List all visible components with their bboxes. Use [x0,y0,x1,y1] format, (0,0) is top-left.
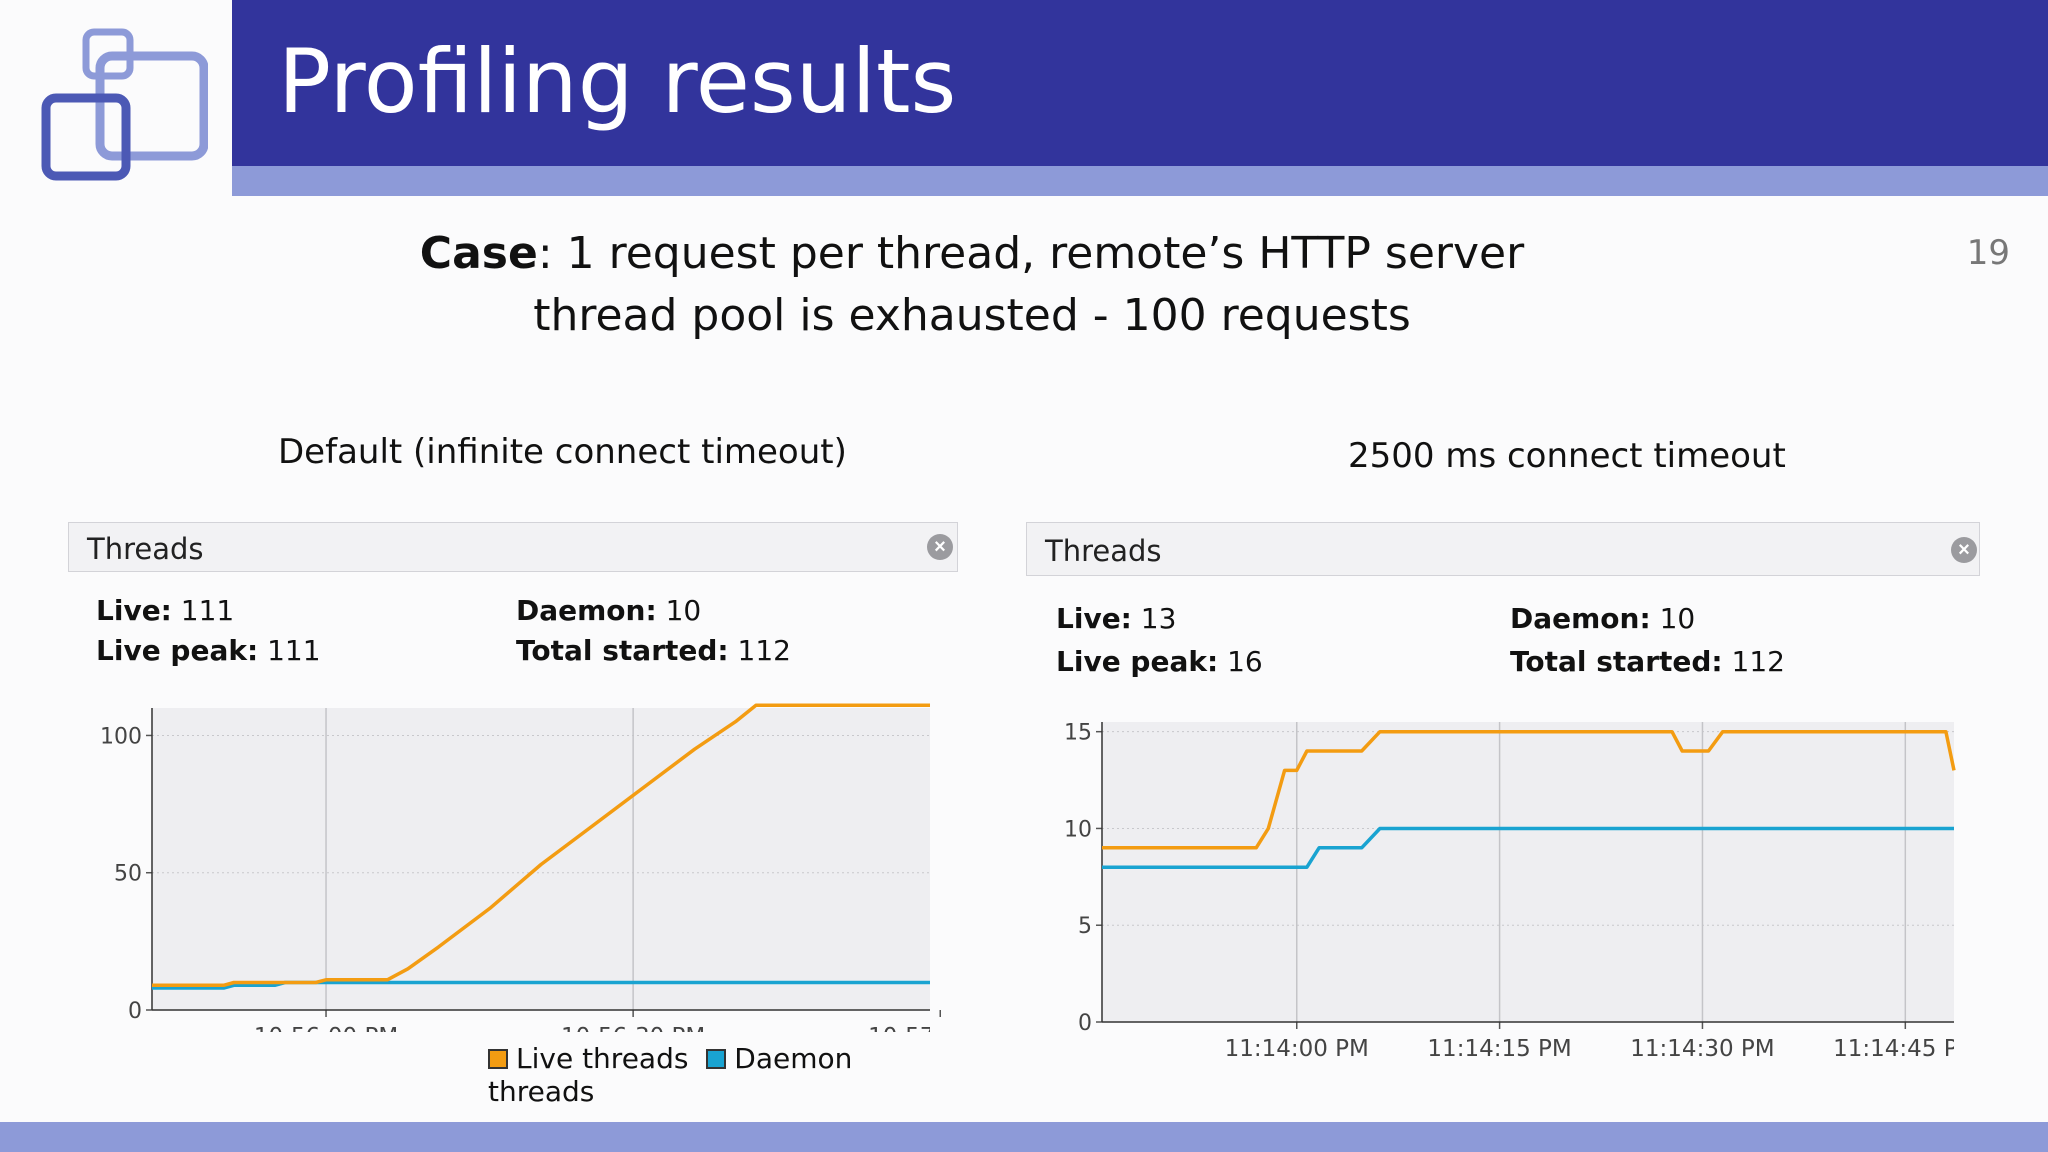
y-tick-label: 10 [1064,817,1092,842]
x-tick-label: 10:56:30 PM [561,1024,705,1032]
stat-live: Live: 13 [1056,602,1177,635]
daemon-threads-line [152,980,930,990]
live-threads-line [152,703,930,988]
x-tick-label: 10:57:00 PM [868,1024,958,1032]
x-tick-label: 11:14:45 PM [1833,1036,1977,1062]
panel-title: Threads [87,532,204,566]
left-caption: Default (infinite connect timeout) [278,432,847,472]
stat-daemon: Daemon: 10 [516,594,702,627]
daemon-threads-line [1102,826,1954,869]
y-tick-label: 0 [128,999,142,1024]
threads-panel-left: Threads × Live: 111 Live peak: 111 Daemo… [68,522,958,1108]
legend-swatch-daemon [706,1049,727,1069]
stat-daemon: Daemon: 10 [1510,602,1696,635]
x-tick-label: 10:56:00 PM [254,1024,398,1032]
close-icon[interactable]: × [1951,537,1977,563]
stat-total-started: Total started: 112 [1510,645,1785,678]
logo-icon [41,28,208,181]
case-line-2: thread pool is exhausted - 100 requests [533,290,1411,341]
page-number: 19 [1966,233,2010,273]
stat-live-peak: Live peak: 16 [1056,645,1263,678]
bottom-accent-bar [0,1122,2048,1152]
legend-item-daemon: Daemon threads [488,1042,853,1108]
y-tick-label: 0 [1078,1011,1092,1036]
panel-title: Threads [1045,534,1162,568]
title-accent-bar [232,166,2048,196]
live-threads-line [1102,729,1956,850]
right-caption: 2500 ms connect timeout [1348,436,1786,476]
case-line-1: Case: 1 request per thread, remote’s HTT… [0,223,1944,285]
panel-header: Threads × [68,522,958,572]
close-icon[interactable]: × [927,534,953,560]
plot-area [152,708,930,1010]
stat-total-started: Total started: 112 [516,634,791,667]
plot-area [1102,722,1954,1022]
legend-swatch-live [488,1049,508,1069]
case-line-1-text: : 1 request per thread, remote’s HTTP se… [537,228,1525,279]
threads-chart-right: 0 5 10 15 11:14:00 PM 11:14:15 PM 11:14:30 PM 1… [1064,721,1977,1062]
case-label: Case [419,228,538,279]
y-tick-label: 100 [100,724,142,749]
case-description: Case: 1 request per thread, remote’s HTT… [0,223,1944,347]
x-tick-label: 11:14:15 PM [1427,1036,1571,1062]
panel-header: Threads × [1026,522,1980,576]
legend-item-live: Live threads [488,1042,688,1075]
x-tick-label: 11:14:30 PM [1630,1036,1774,1062]
threads-chart-left: 0 50 100 10:56:00 PM 10:56:30 PM 10:57:00 PM [100,703,958,1032]
y-tick-label: 15 [1064,721,1092,746]
x-tick-label: 11:14:00 PM [1225,1036,1369,1062]
title-bar [232,0,2048,166]
threads-panel-right: Threads × Live: 13 Live peak: 16 Daemon:… [1026,522,1980,1082]
y-tick-label: 50 [114,862,142,887]
stat-live: Live: 111 [96,594,235,627]
chart-legend: Live threads Daemon threads [488,1042,958,1108]
slide-title: Profiling results [278,30,957,133]
stat-live-peak: Live peak: 111 [96,634,321,667]
y-tick-label: 5 [1078,914,1092,939]
